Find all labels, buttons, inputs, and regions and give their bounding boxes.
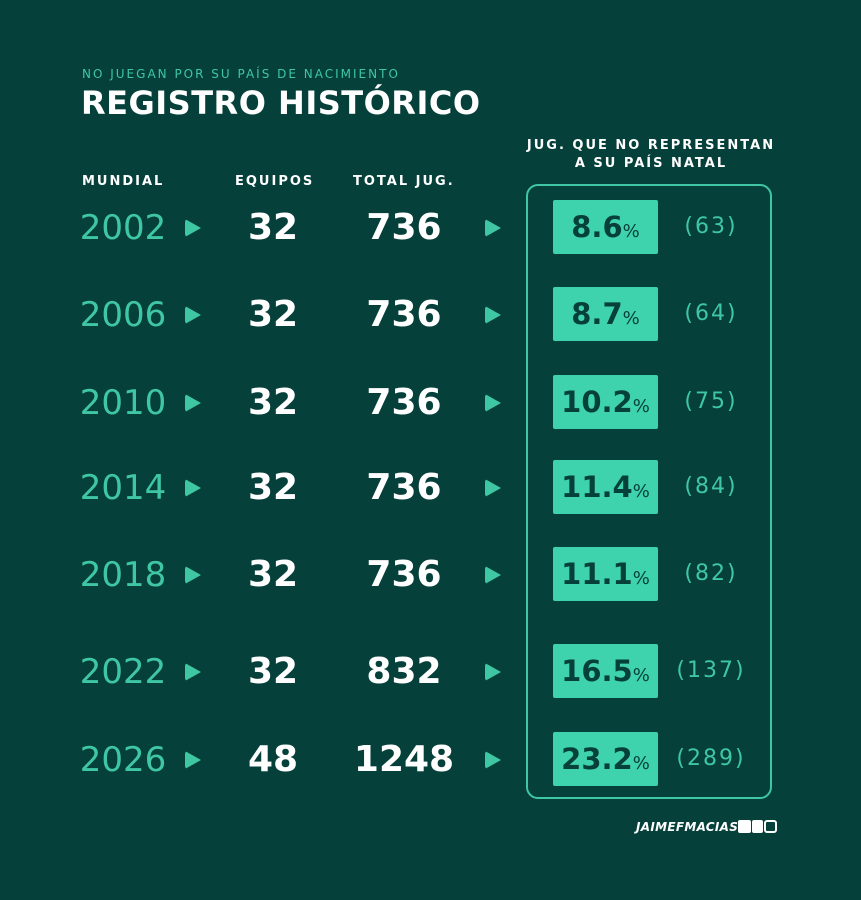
subtitle: NO JUEGAN POR SU PAÍS DE NACIMIENTO xyxy=(82,67,400,81)
play-arrow-icon xyxy=(185,306,201,324)
percentage-value: 23.2 xyxy=(561,742,633,776)
year: 2022 xyxy=(79,652,167,692)
percentage-badge: 8.6% xyxy=(553,200,658,254)
play-arrow-icon xyxy=(185,566,201,584)
total-players-value: 736 xyxy=(366,554,442,595)
percentage-value: 16.5 xyxy=(561,654,633,688)
table-row: 2026 48 1248 23.2% (289) xyxy=(0,732,861,788)
total-players-value: 736 xyxy=(366,207,442,248)
play-arrow-icon xyxy=(485,394,501,412)
play-arrow-icon xyxy=(185,479,201,497)
play-arrow-icon xyxy=(485,479,501,497)
column-header-jug: JUG. QUE NO REPRESENTAN A SU PAÍS NATAL xyxy=(520,137,782,173)
percent-sign: % xyxy=(632,665,650,686)
play-arrow-icon xyxy=(185,394,201,412)
table-row: 2018 32 736 11.1% (82) xyxy=(0,547,861,603)
play-arrow-icon xyxy=(485,306,501,324)
percentage-value: 11.1 xyxy=(561,557,633,591)
play-arrow-icon xyxy=(485,219,501,237)
table-row: 2002 32 736 8.6% (63) xyxy=(0,200,861,256)
instagram-icon xyxy=(764,820,777,833)
percentage-badge: 8.7% xyxy=(553,287,658,341)
table-row: 2010 32 736 10.2% (75) xyxy=(0,375,861,431)
page-title: REGISTRO HISTÓRICO xyxy=(81,84,481,122)
play-arrow-icon xyxy=(185,663,201,681)
percentage-badge: 11.1% xyxy=(553,547,658,601)
column-header-total: TOTAL JUG. xyxy=(353,174,455,189)
year: 2014 xyxy=(79,468,167,508)
play-arrow-icon xyxy=(185,219,201,237)
column-header-jug-line1: JUG. QUE NO REPRESENTAN xyxy=(526,138,776,153)
teams-value: 48 xyxy=(247,739,299,780)
percentage-badge: 11.4% xyxy=(553,460,658,514)
percent-sign: % xyxy=(632,396,650,417)
highlight-frame xyxy=(526,184,772,799)
teams-value: 32 xyxy=(247,554,299,595)
year: 2010 xyxy=(79,383,167,423)
total-players-value: 736 xyxy=(366,467,442,508)
player-count: (75) xyxy=(684,389,738,414)
player-count: (82) xyxy=(684,561,738,586)
player-count: (64) xyxy=(684,301,738,326)
percentage-badge: 16.5% xyxy=(553,644,658,698)
year: 2026 xyxy=(79,740,167,780)
percent-sign: % xyxy=(632,753,650,774)
author-credit: JAIMEFMACIAS xyxy=(636,820,739,834)
year: 2006 xyxy=(79,295,167,335)
year: 2002 xyxy=(79,208,167,248)
player-count: (84) xyxy=(684,474,738,499)
play-arrow-icon xyxy=(485,663,501,681)
player-count: (63) xyxy=(684,214,738,239)
percentage-value: 10.2 xyxy=(561,385,633,419)
column-header-mundial: MUNDIAL xyxy=(82,174,165,189)
twitter-icon xyxy=(738,820,751,833)
total-players-value: 736 xyxy=(366,382,442,423)
percentage-badge: 23.2% xyxy=(553,732,658,786)
play-arrow-icon xyxy=(485,566,501,584)
play-arrow-icon xyxy=(485,751,501,769)
percent-sign: % xyxy=(622,221,640,242)
percent-sign: % xyxy=(632,481,650,502)
player-count: (289) xyxy=(676,746,746,771)
percentage-value: 8.7 xyxy=(571,297,623,331)
teams-value: 32 xyxy=(247,294,299,335)
table-row: 2014 32 736 11.4% (84) xyxy=(0,460,861,516)
play-arrow-icon xyxy=(185,751,201,769)
percent-sign: % xyxy=(632,568,650,589)
teams-value: 32 xyxy=(247,382,299,423)
percentage-value: 11.4 xyxy=(561,470,633,504)
total-players-value: 832 xyxy=(366,651,442,692)
teams-value: 32 xyxy=(247,467,299,508)
total-players-value: 1248 xyxy=(353,739,455,780)
table-row: 2006 32 736 8.7% (64) xyxy=(0,287,861,343)
column-header-equipos: EQUIPOS xyxy=(235,174,315,189)
column-header-jug-line2: A SU PAÍS NATAL xyxy=(574,156,728,171)
table-row: 2022 32 832 16.5% (137) xyxy=(0,644,861,700)
percent-sign: % xyxy=(622,308,640,329)
percentage-badge: 10.2% xyxy=(553,375,658,429)
player-count: (137) xyxy=(676,658,746,683)
total-players-value: 736 xyxy=(366,294,442,335)
teams-value: 32 xyxy=(247,207,299,248)
percentage-value: 8.6 xyxy=(571,210,623,244)
facebook-icon xyxy=(752,820,763,833)
teams-value: 32 xyxy=(247,651,299,692)
year: 2018 xyxy=(79,555,167,595)
